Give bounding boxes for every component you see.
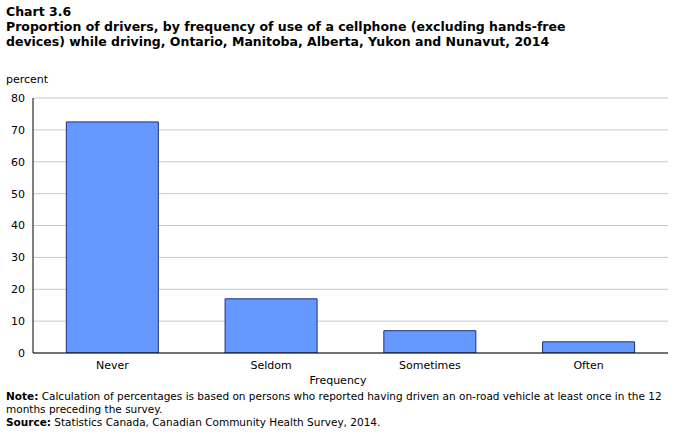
- svg-text:20: 20: [11, 283, 25, 296]
- svg-text:30: 30: [11, 251, 25, 264]
- html-text:Proportion of drivers, by freq: Proportion of drivers, by frequency of u…: [6, 19, 566, 49]
- svg-text:Sometimes: Sometimes: [399, 359, 461, 372]
- html-text:Frequency: Frequency: [309, 374, 367, 387]
- html-text:Note: Calculation of percentag: Note: Calculation of percentages is base…: [6, 390, 662, 415]
- svg-text:80: 80: [11, 92, 25, 105]
- svg-text:60: 60: [11, 156, 25, 169]
- svg-text:0: 0: [18, 347, 25, 360]
- html-text:Source: Statistics Canada, Can: Source: Statistics Canada, Canadian Comm…: [6, 416, 381, 428]
- html-text:Chart 3.6: Chart 3.6: [6, 4, 72, 19]
- svg-text:70: 70: [11, 124, 25, 137]
- html-text:percent: percent: [6, 73, 49, 86]
- svg-text:10: 10: [11, 315, 25, 328]
- svg-text:Often: Often: [573, 359, 603, 372]
- svg-text:Never: Never: [96, 359, 129, 372]
- svg-text:50: 50: [11, 188, 25, 201]
- svg-text:Seldom: Seldom: [251, 359, 292, 372]
- svg-text:40: 40: [11, 219, 25, 232]
